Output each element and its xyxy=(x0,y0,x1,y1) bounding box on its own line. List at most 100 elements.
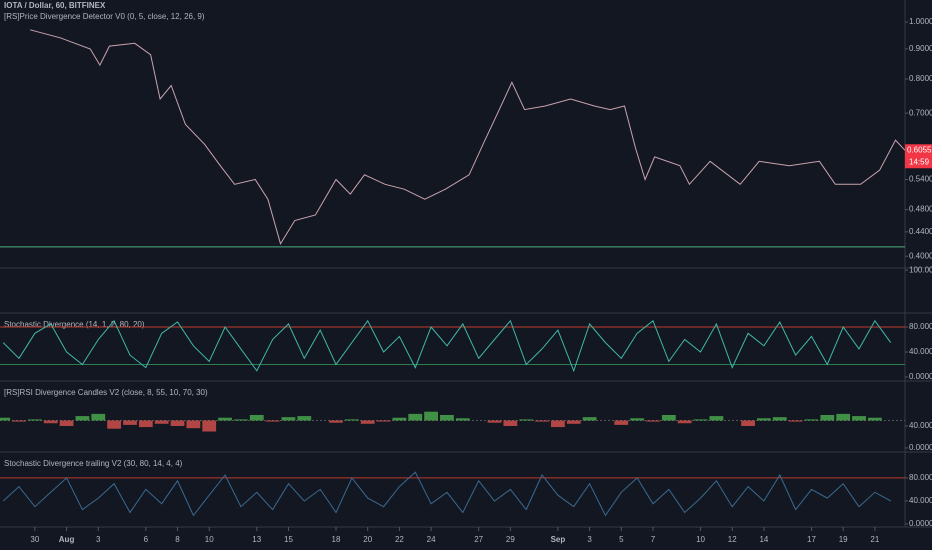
rsi-bar xyxy=(376,420,391,422)
x-tick-label: 5 xyxy=(619,535,624,544)
y-tick-label: 100.0000 xyxy=(909,265,932,274)
rsi-bar xyxy=(91,413,106,421)
x-tick-label: 20 xyxy=(363,535,372,544)
x-tick-label: 6 xyxy=(144,535,149,544)
y-tick-label: 0.0000 xyxy=(909,372,932,381)
rsi-bar xyxy=(186,420,201,429)
x-tick-label: Sep xyxy=(551,535,566,544)
x-tick-label: 7 xyxy=(651,535,656,544)
rsi-bar xyxy=(661,414,676,421)
y-tick-label: 0.9000 xyxy=(909,44,932,53)
y-tick-label: 0.0000 xyxy=(909,443,932,452)
rsi-bar xyxy=(27,419,42,421)
rsi-bar xyxy=(154,420,169,424)
countdown: 14:59 xyxy=(909,157,930,166)
rsi-bar xyxy=(0,417,11,421)
rsi-bar xyxy=(630,418,645,421)
rsi-bar xyxy=(392,417,407,421)
rsi-bar xyxy=(440,414,454,421)
rsi-bar xyxy=(297,416,312,421)
rsi-bar xyxy=(804,419,819,421)
series-line xyxy=(2,319,892,373)
y-tick-label: 1.0000 xyxy=(909,17,932,26)
y-tick-label: 0.0000 xyxy=(909,519,932,528)
rsi-bar xyxy=(202,420,217,432)
indicator-title: [RS]Price Divergence Detector V0 (0, 5, … xyxy=(4,12,205,21)
y-tick-label: 40.0000 xyxy=(909,347,932,356)
rsi-bar xyxy=(123,420,137,425)
rsi-bar xyxy=(329,420,343,423)
rsi-bar xyxy=(138,420,153,428)
x-tick-label: 8 xyxy=(175,535,180,544)
rsi-bar xyxy=(709,416,724,421)
rsi-bar xyxy=(550,420,565,428)
rsi-bar xyxy=(566,420,581,424)
rsi-bar xyxy=(487,420,502,423)
x-tick-label: Aug xyxy=(59,535,75,544)
rsi-bar xyxy=(360,420,375,424)
rsi-bar xyxy=(693,419,708,421)
rsi-bar xyxy=(820,414,835,421)
x-tick-label: 10 xyxy=(696,535,705,544)
rsi-bar xyxy=(772,417,787,421)
rsi-bar xyxy=(535,420,549,422)
rsi-bar xyxy=(408,413,423,421)
rsi-bar xyxy=(249,414,264,421)
pane-title: IOTA / Dollar, 60, BITFINEX xyxy=(4,1,106,10)
rsi-bar xyxy=(234,419,248,421)
rsi-bar xyxy=(677,420,692,424)
rsi-bar xyxy=(519,419,534,421)
last-value-box xyxy=(905,144,932,169)
rsi-bar xyxy=(12,420,26,422)
x-tick-label: 10 xyxy=(205,535,214,544)
series-line xyxy=(2,471,891,517)
y-tick-label: 40.0000 xyxy=(909,421,932,430)
rsi-bar xyxy=(43,420,58,424)
y-tick-label: 0.4800 xyxy=(909,205,932,214)
x-tick-label: 22 xyxy=(395,535,404,544)
x-tick-label: 29 xyxy=(506,535,515,544)
x-tick-label: 24 xyxy=(427,535,436,544)
pane-title: Stochastic Divergence trailing V2 (30, 8… xyxy=(4,459,183,468)
rsi-bar xyxy=(646,420,660,422)
rsi-bar xyxy=(757,418,771,421)
y-tick-label: 0.7000 xyxy=(909,108,932,117)
x-tick-label: 15 xyxy=(284,535,293,544)
x-tick-label: 13 xyxy=(252,535,261,544)
series-line xyxy=(29,29,906,246)
x-tick-label: 3 xyxy=(587,535,592,544)
y-tick-label: 80.0000 xyxy=(909,322,932,331)
y-tick-label: 0.8000 xyxy=(909,74,932,83)
rsi-bar xyxy=(455,418,470,421)
rsi-bar xyxy=(218,417,232,421)
rsi-bar xyxy=(75,416,90,421)
rsi-bar xyxy=(836,413,851,421)
x-tick-label: 30 xyxy=(30,535,39,544)
rsi-bar xyxy=(344,419,359,421)
rsi-bar xyxy=(170,420,185,426)
rsi-bar xyxy=(424,411,439,421)
x-tick-label: 27 xyxy=(474,535,483,544)
x-tick-label: 12 xyxy=(728,535,737,544)
y-tick-label: 0.4400 xyxy=(909,227,932,236)
y-tick-label: 40.0000 xyxy=(909,496,932,505)
x-tick-label: 3 xyxy=(96,535,101,544)
last-value-label: 0.6055 xyxy=(907,145,932,154)
rsi-bar xyxy=(614,420,629,425)
x-tick-label: 14 xyxy=(759,535,768,544)
rsi-bar xyxy=(867,417,882,421)
pane-title: Stochastic Divergence (14, 1, 2, 80, 20) xyxy=(4,320,145,329)
pane-title: [RS]RSI Divergence Candles V2 (close, 8,… xyxy=(4,388,208,397)
rsi-bar xyxy=(265,420,280,422)
rsi-bar xyxy=(582,417,597,421)
rsi-bar xyxy=(503,420,518,426)
x-tick-label: 21 xyxy=(870,535,879,544)
rsi-bar xyxy=(59,420,74,426)
x-tick-label: 17 xyxy=(807,535,816,544)
y-tick-label: 0.5400 xyxy=(909,175,932,184)
y-tick-label: 0.4000 xyxy=(909,251,932,260)
rsi-bar xyxy=(741,420,755,426)
rsi-bar xyxy=(852,416,866,421)
